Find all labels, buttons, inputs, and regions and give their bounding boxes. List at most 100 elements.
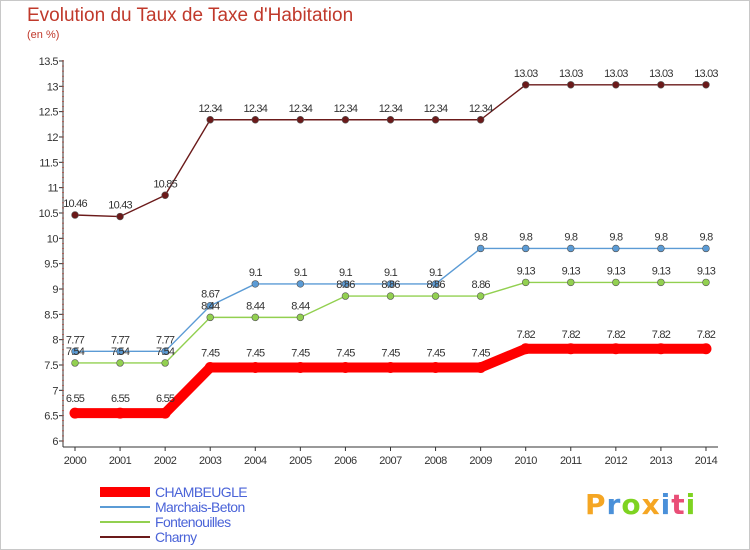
data-label: 13.03: [559, 68, 583, 80]
x-tick-label: 2005: [289, 455, 312, 467]
data-label: 9.13: [697, 265, 716, 277]
data-point: [296, 116, 305, 124]
data-label: 7.45: [336, 348, 355, 360]
x-tick-label: 2004: [244, 455, 267, 467]
data-label: 7.77: [66, 334, 85, 346]
data-label: 7.77: [111, 334, 130, 346]
data-point: [386, 116, 395, 124]
data-label: 12.34: [334, 103, 358, 115]
data-point: [161, 359, 169, 367]
data-label: 13.03: [649, 68, 673, 80]
data-point: [700, 343, 712, 355]
y-tick-label: 10.5: [39, 208, 59, 220]
data-point: [386, 292, 395, 300]
data-point: [71, 211, 79, 219]
data-label: 9.1: [429, 267, 443, 279]
data-label: 8.44: [291, 300, 310, 312]
y-tick-label: 12.5: [39, 107, 59, 119]
data-label: 8.86: [336, 279, 355, 291]
data-point: [296, 280, 305, 288]
data-label: 7.82: [517, 329, 536, 341]
data-label: 9.1: [249, 267, 263, 279]
chart-series-lines: [69, 81, 712, 419]
data-point: [612, 81, 620, 89]
data-label: 7.82: [697, 329, 716, 341]
data-point: [702, 244, 710, 253]
data-label: 9.8: [700, 231, 714, 243]
data-label: 7.45: [381, 348, 400, 360]
data-point: [249, 362, 261, 374]
logo-letter: t: [671, 488, 686, 521]
y-tick-label: 8: [52, 335, 58, 347]
y-tick-label: 11.5: [39, 157, 58, 169]
data-point: [116, 359, 124, 367]
data-point: [476, 244, 485, 253]
y-tick-label: 12: [47, 132, 59, 144]
logo-letter: P: [585, 488, 607, 521]
y-tick-label: 8.5: [44, 309, 58, 321]
data-point: [655, 343, 667, 355]
x-tick-label: 2012: [605, 455, 628, 467]
data-point: [296, 313, 305, 322]
data-label: 8.86: [472, 279, 491, 291]
data-label: 10.43: [108, 200, 132, 212]
data-point: [341, 280, 350, 288]
data-point: [206, 313, 214, 322]
data-label: 13.03: [694, 68, 718, 80]
data-label: 9.13: [607, 265, 626, 277]
data-label: 7.82: [607, 329, 626, 341]
data-point: [206, 302, 214, 310]
logo-letter: r: [606, 488, 622, 521]
data-label: 7.54: [111, 346, 130, 358]
data-label: 8.86: [426, 279, 445, 291]
x-tick-label: 2002: [154, 455, 177, 467]
data-point: [431, 292, 440, 300]
data-label: 9.8: [609, 231, 623, 243]
data-label: 9.8: [654, 231, 668, 243]
data-point: [521, 244, 530, 253]
data-point: [71, 347, 79, 356]
y-tick-label: 6: [52, 436, 58, 448]
data-point: [476, 292, 485, 300]
data-point: [565, 343, 577, 355]
y-tick-label: 10: [47, 233, 59, 245]
data-label: 9.8: [564, 231, 578, 243]
data-point: [294, 362, 306, 374]
logo-letter: o: [621, 488, 642, 521]
data-label: 8.44: [246, 300, 265, 312]
logo-letter: i: [685, 488, 697, 521]
data-point: [116, 212, 124, 221]
data-label: 10.46: [63, 198, 87, 210]
data-label: 7.54: [66, 346, 85, 358]
data-point: [612, 244, 620, 253]
data-point: [567, 81, 575, 89]
data-point: [206, 116, 214, 124]
data-label: 9.1: [384, 267, 398, 279]
data-label: 7.77: [156, 334, 175, 346]
chart-legend: CHAMBEUGLEMarchais-BetonFontenouillesCha…: [100, 484, 248, 545]
data-point: [341, 292, 350, 300]
chart-subtitle: (en %): [27, 29, 60, 41]
data-point: [431, 280, 440, 288]
data-point: [520, 343, 532, 355]
y-tick-label: 7: [52, 385, 58, 397]
data-point: [204, 362, 216, 374]
data-label: 10.85: [153, 178, 177, 190]
data-label: 7.45: [201, 348, 220, 360]
data-label: 8.67: [201, 289, 220, 301]
data-point: [567, 278, 575, 287]
data-point: [475, 362, 487, 374]
data-point: [386, 280, 395, 288]
data-label: 12.34: [244, 103, 268, 115]
data-label: 9.8: [519, 231, 533, 243]
x-tick-label: 2013: [650, 455, 673, 467]
data-label: 9.13: [517, 265, 536, 277]
data-label: 13.03: [514, 68, 538, 80]
chart-title: Evolution du Taux de Taxe d'Habitation: [27, 5, 354, 26]
x-tick-label: 2000: [64, 455, 87, 467]
data-point: [71, 359, 79, 367]
data-label: 12.34: [379, 103, 403, 115]
x-tick-label: 2011: [560, 455, 582, 467]
data-label: 6.55: [156, 393, 175, 405]
